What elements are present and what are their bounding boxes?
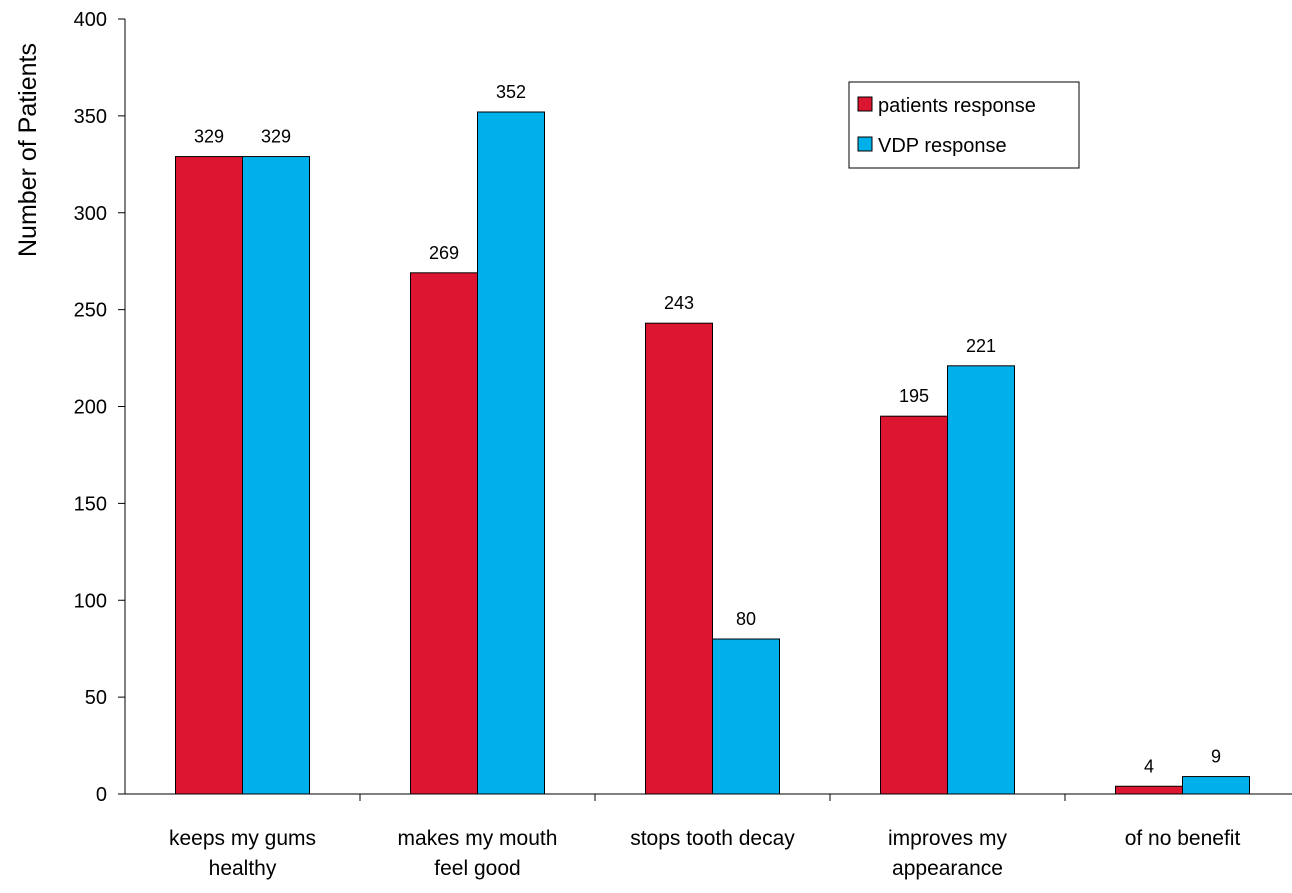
legend-label: VDP response	[878, 135, 1007, 157]
legend-swatch	[857, 136, 873, 152]
data-label: 329	[194, 127, 224, 147]
y-tick-label: 400	[74, 9, 107, 31]
x-category-label: of no benefit	[1125, 827, 1241, 850]
y-axis-label-group: Number of Patients	[14, 43, 42, 257]
data-label: 4	[1144, 756, 1154, 776]
x-category-label: feel good	[434, 857, 520, 880]
legend-box	[848, 81, 1080, 169]
data-label: 9	[1211, 747, 1221, 767]
data-label: 221	[966, 336, 996, 356]
bar-vdp	[947, 365, 1015, 795]
y-tick-label: 200	[74, 397, 107, 419]
y-tick-label: 0	[96, 784, 107, 806]
legend-label: patients response	[878, 95, 1036, 117]
y-axis-label: Number of Patients	[14, 43, 42, 257]
bar-patients	[645, 322, 713, 795]
bars: 329 269 243 195 4 329 352 80 221 9	[175, 82, 1250, 795]
x-category-label: appearance	[892, 857, 1003, 880]
x-category-label: makes my mouth	[398, 827, 558, 850]
bar-vdp	[477, 111, 545, 795]
data-label: 80	[736, 609, 756, 629]
y-tick-label: 150	[74, 493, 107, 515]
data-label: 243	[664, 293, 694, 313]
x-category-label: keeps my gums	[169, 827, 316, 850]
y-tick-label: 300	[74, 203, 107, 225]
bar-patients	[410, 272, 478, 795]
data-label: 352	[496, 82, 526, 102]
bar-vdp	[1182, 776, 1250, 795]
data-label: 269	[429, 243, 459, 263]
legend: patients response VDP response	[848, 81, 1080, 169]
bar-vdp	[712, 638, 780, 795]
bar-vdp	[242, 156, 310, 795]
data-label: 195	[899, 386, 929, 406]
x-category-label: stops tooth decay	[630, 827, 795, 850]
legend-swatch	[857, 96, 873, 112]
x-category-label: improves my	[888, 827, 1008, 850]
y-tick-label: 100	[74, 590, 107, 612]
axes: 0 50 100 150 200 250 300 350 400 keeps my gums hea…	[74, 9, 1292, 880]
bar-patients	[880, 415, 948, 795]
y-tick-label: 50	[85, 687, 107, 709]
bar-patients	[1115, 785, 1183, 795]
x-category-label: healthy	[209, 857, 277, 880]
y-tick-label: 250	[74, 300, 107, 322]
bar-patients	[175, 156, 243, 795]
data-label: 329	[261, 127, 291, 147]
y-tick-label: 350	[74, 106, 107, 128]
